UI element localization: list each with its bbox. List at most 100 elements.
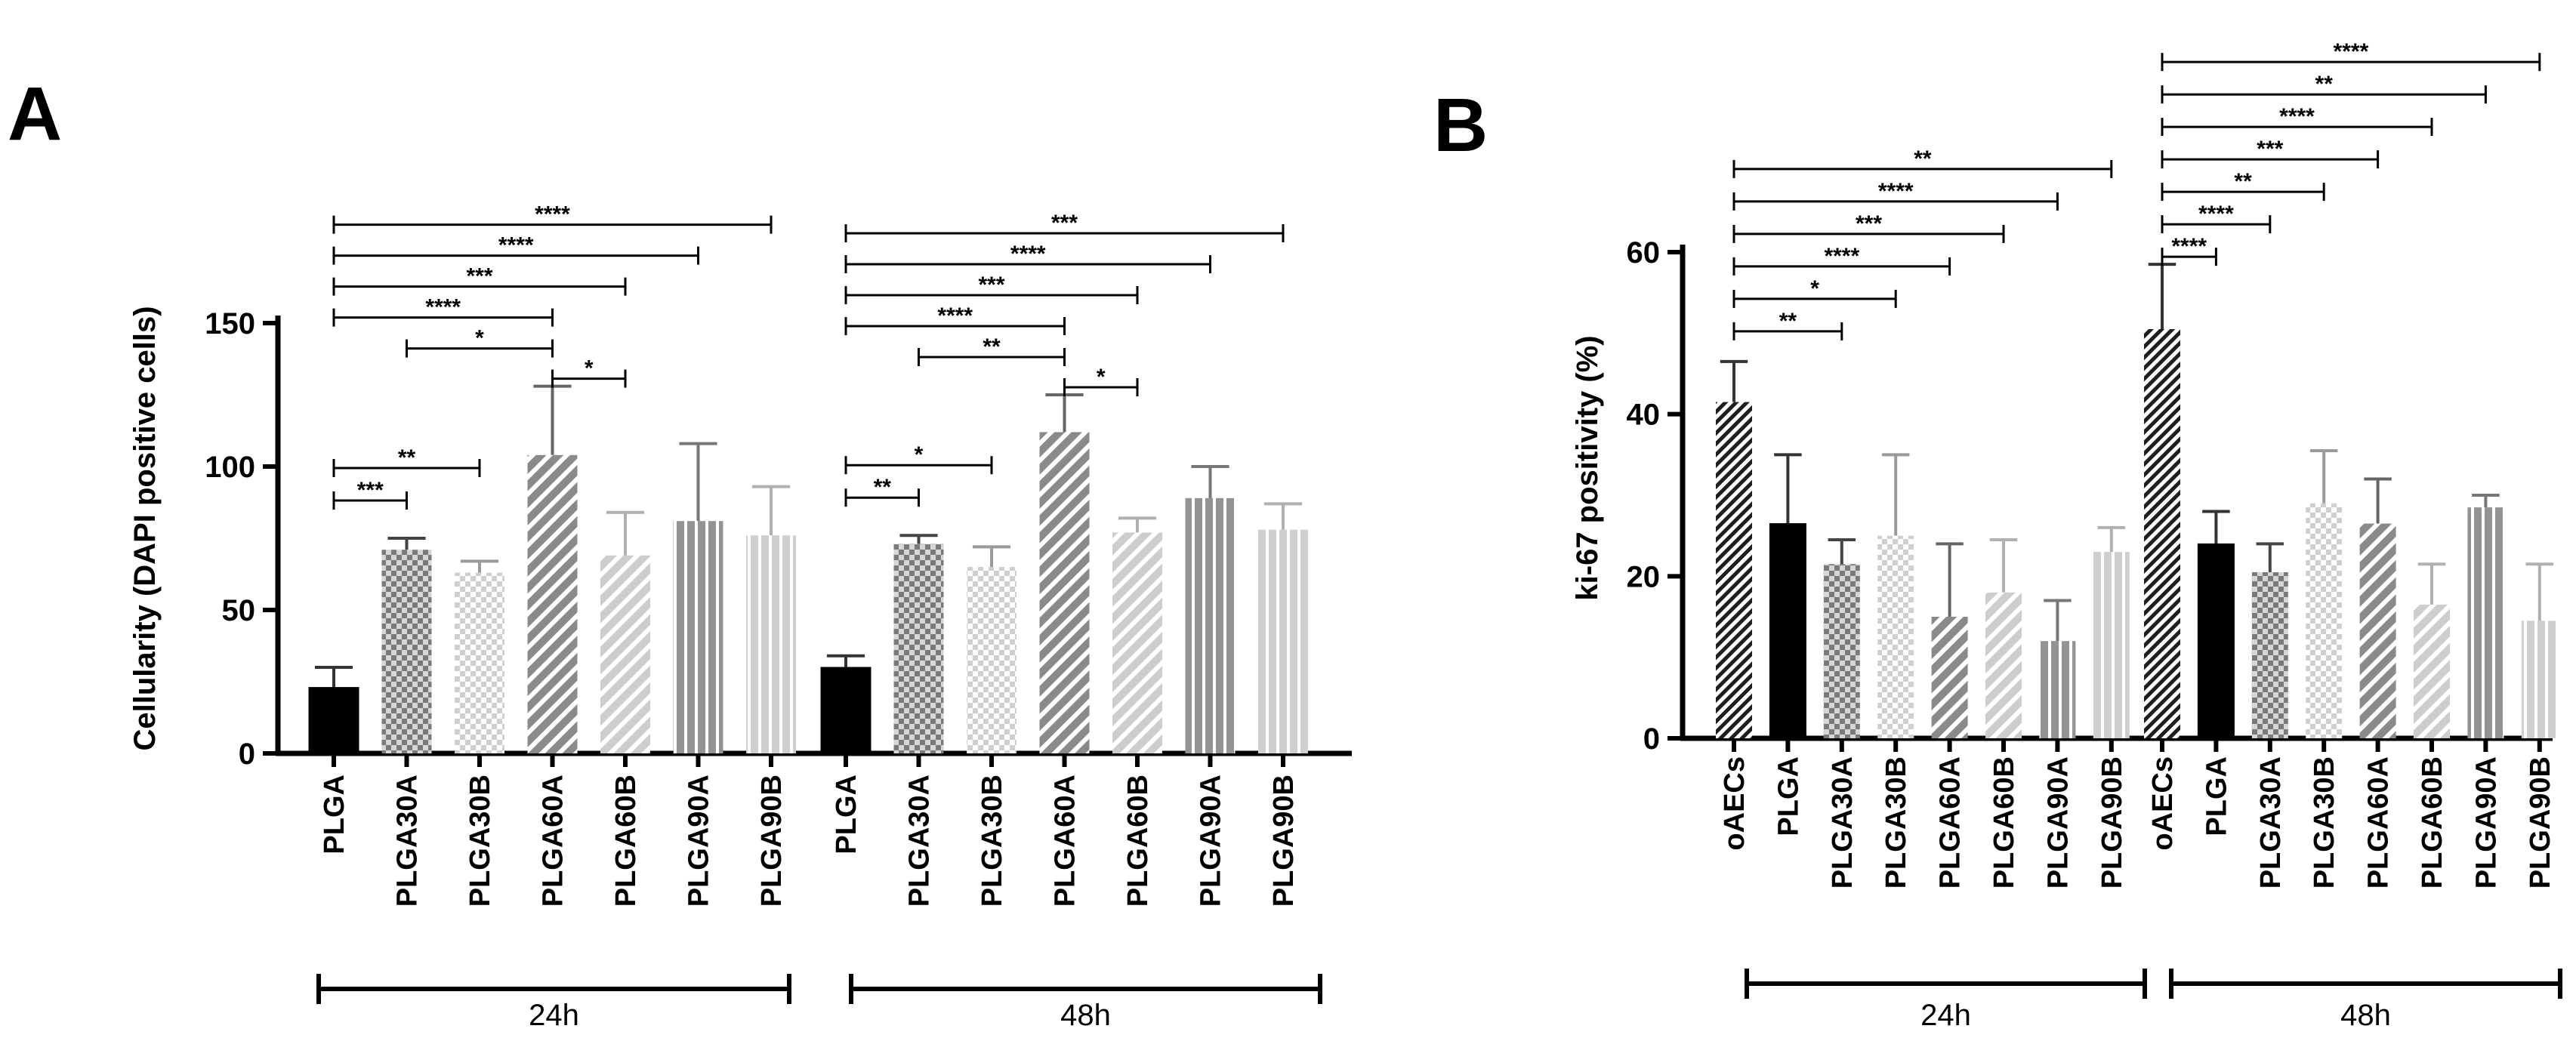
sig-label: **** <box>2334 39 2369 64</box>
sig-label: **** <box>2198 202 2234 226</box>
bar-oaecs-24h <box>1716 402 1752 738</box>
sig-label: **** <box>498 233 534 258</box>
y-tick-label: 20 <box>1627 560 1661 593</box>
sig-label: * <box>915 442 924 467</box>
x-tick-label: PLGA <box>319 775 350 855</box>
sig-label: *** <box>978 273 1004 297</box>
group-label: 48h <box>2340 999 2391 1032</box>
x-tick-label: PLGA <box>1772 756 1804 836</box>
bar-plga90a-24h <box>673 521 723 753</box>
y-tick-label: 150 <box>205 307 255 340</box>
x-tick-label: PLGA60A <box>1050 775 1081 907</box>
y-tick-label: 60 <box>1627 236 1661 270</box>
bar-plga90a-48h <box>2467 507 2504 738</box>
y-tick-label: 0 <box>239 738 255 771</box>
sig-label: **** <box>937 303 973 328</box>
bar-plga30a-48h <box>893 544 944 753</box>
chart-b-ki67: 0 20 40 60 ki-67 positivity (%) oAECs PLGA PLGA… <box>1571 39 2562 1032</box>
sig-label: **** <box>535 202 570 227</box>
x-tick-label: PLGA30B <box>976 775 1008 907</box>
bar-plga30a-48h <box>2251 571 2288 738</box>
bar-plga90b-48h <box>1258 529 1308 753</box>
x-tick-label: PLGA60B <box>1988 756 2020 889</box>
sig-label: *** <box>357 478 384 503</box>
sig-label: ** <box>874 475 892 500</box>
x-tick-label: PLGA30B <box>464 775 496 907</box>
y-tick-label: 50 <box>222 594 256 627</box>
bar-plga30a-24h <box>1823 564 1860 738</box>
bar-plga60a-48h <box>2359 523 2396 738</box>
sig-label: * <box>1810 276 1819 301</box>
bar-plga60a-24h <box>1931 617 1968 738</box>
sig-label: *** <box>1856 211 1882 236</box>
bar-plga-48h <box>820 667 872 754</box>
x-tick-label: PLGA90A <box>683 775 715 907</box>
y-axis-label: ki-67 positivity (%) <box>1571 335 1604 600</box>
sig-label: *** <box>1051 211 1078 236</box>
y-axis-label: Cellularity (DAPI positive cells) <box>128 306 162 750</box>
x-tick-label: oAECs <box>2147 756 2179 851</box>
bar-plga30b-48h <box>2306 503 2343 738</box>
group-label: 24h <box>529 999 579 1032</box>
sig-label: *** <box>466 264 492 289</box>
y-tick-label: 40 <box>1627 399 1661 432</box>
bar-plga90a-24h <box>2039 641 2076 738</box>
y-tick-label: 0 <box>1643 722 1660 756</box>
sig-label: * <box>475 326 484 351</box>
bar-plga90b-24h <box>746 535 796 753</box>
sig-label: ** <box>1779 309 1797 334</box>
x-tick-label: PLGA90A <box>2042 756 2074 889</box>
bar-plga60b-24h <box>1985 592 2022 738</box>
x-tick-label: PLGA30A <box>392 775 424 907</box>
bar-plga-48h <box>2197 543 2235 739</box>
x-tick-label: PLGA30B <box>2309 756 2340 889</box>
sig-label: ** <box>2315 72 2334 97</box>
x-tick-label: PLGA60A <box>1935 756 1967 889</box>
bar-plga60b-48h <box>1112 532 1162 753</box>
bar-plga-24h <box>1769 523 1806 739</box>
x-tick-label: PLGA90B <box>2096 756 2128 889</box>
sig-label: ** <box>1914 146 1932 171</box>
sig-label: **** <box>1878 179 1914 204</box>
chart-a-cellularity: 0 50 100 150 Cellularity (DAPI positive cell… <box>128 202 1352 1032</box>
x-tick-label: oAECs <box>1719 756 1751 851</box>
bar-plga60a-24h <box>527 454 578 753</box>
x-tick-label: PLGA <box>2201 756 2232 836</box>
x-tick-label: PLGA60A <box>2363 756 2395 889</box>
x-tick-label: PLGA90B <box>756 775 788 907</box>
y-tick-label: 100 <box>205 451 255 484</box>
sig-label: ** <box>2234 169 2252 194</box>
x-tick-label: PLGA90A <box>2470 756 2502 889</box>
group-label: 24h <box>1920 999 1971 1032</box>
x-tick-label: PLGA30B <box>1880 756 1912 889</box>
bar-plga30b-24h <box>455 572 504 753</box>
x-tick-label: PLGA60B <box>610 775 642 907</box>
x-tick-label: PLGA90B <box>2525 756 2556 889</box>
panel-letter-a: A <box>8 72 62 156</box>
sig-label: * <box>1097 365 1106 390</box>
x-tick-label: PLGA60B <box>2417 756 2448 889</box>
sig-label: **** <box>2279 104 2315 129</box>
group-label: 48h <box>1060 999 1111 1032</box>
sig-label: **** <box>2171 234 2207 259</box>
sig-label: *** <box>2257 137 2283 162</box>
x-tick-label: PLGA30A <box>1827 756 1859 889</box>
sig-label: **** <box>1824 244 1859 269</box>
bar-plga90a-48h <box>1185 497 1236 753</box>
x-tick-label: PLGA90B <box>1268 775 1300 907</box>
sig-label: **** <box>425 295 461 320</box>
sig-label: ** <box>983 334 1001 359</box>
panel-letter-b: B <box>1433 83 1488 168</box>
bar-plga60a-48h <box>1039 432 1090 753</box>
bar-plga30b-48h <box>967 567 1017 753</box>
x-tick-label: PLGA60A <box>538 775 569 907</box>
bar-plga30b-24h <box>1877 535 1914 738</box>
x-tick-label: PLGA30A <box>904 775 936 907</box>
x-tick-label: PLGA <box>831 775 862 855</box>
bar-plga90b-48h <box>2521 621 2558 738</box>
bar-plga30a-24h <box>381 550 432 753</box>
sig-label: **** <box>1010 242 1046 266</box>
bar-plga90b-24h <box>2093 552 2130 738</box>
x-tick-label: PLGA60B <box>1122 775 1154 907</box>
